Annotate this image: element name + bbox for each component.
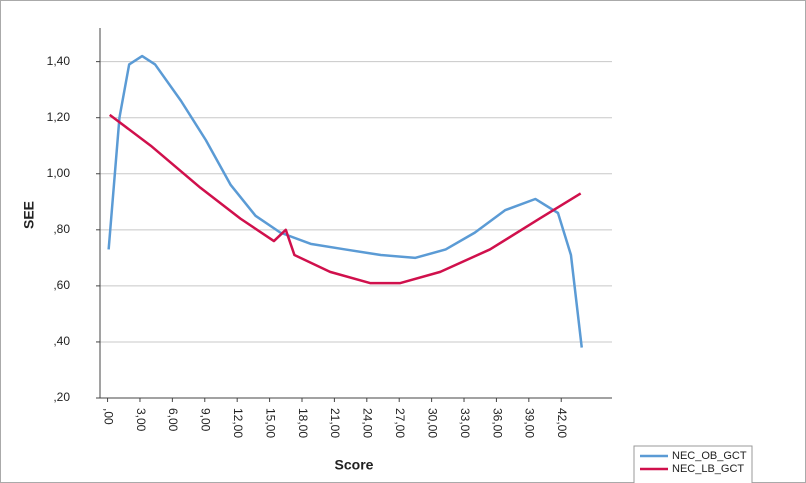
- x-tick-label: 3,00: [134, 408, 148, 432]
- x-tick-label: 18,00: [296, 408, 310, 438]
- legend-box: [633, 445, 753, 483]
- y-tick-label: 1,00: [47, 166, 71, 180]
- plot-area: [100, 28, 612, 398]
- x-tick-label: 15,00: [263, 408, 277, 438]
- y-tick-label: ,40: [53, 334, 70, 348]
- x-tick-label: 9,00: [199, 408, 213, 432]
- y-tick-label: ,20: [53, 390, 70, 404]
- x-tick-label: 6,00: [166, 408, 180, 432]
- x-tick-label: 39,00: [523, 408, 537, 438]
- x-tick-label: 12,00: [231, 408, 245, 438]
- x-axis-title: Score: [335, 457, 374, 473]
- y-tick-label: ,60: [53, 278, 70, 292]
- y-axis-title: SEE: [21, 201, 37, 229]
- x-tick-label: 30,00: [425, 408, 439, 438]
- y-tick-label: ,80: [53, 222, 70, 236]
- legend-label: NEC_LB_GCT: [672, 463, 744, 475]
- x-tick-label: 42,00: [555, 408, 569, 438]
- y-tick-label: 1,40: [47, 54, 71, 68]
- x-tick-label: 21,00: [328, 408, 342, 438]
- series-line: [108, 113, 582, 285]
- legend-label: NEC_OB_GCT: [672, 450, 747, 462]
- y-tick-label: 1,20: [47, 110, 71, 124]
- x-tick-label: ,00: [101, 408, 115, 425]
- x-tick-label: 24,00: [361, 408, 375, 438]
- x-tick-label: 33,00: [458, 408, 472, 438]
- series-line: [107, 54, 583, 348]
- x-tick-label: 27,00: [393, 408, 407, 438]
- x-tick-label: 36,00: [490, 408, 504, 438]
